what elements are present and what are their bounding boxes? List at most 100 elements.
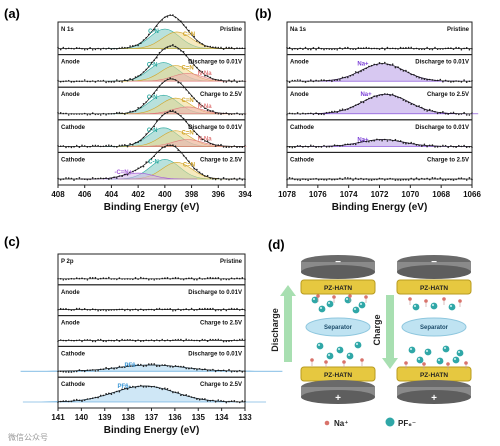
data-point <box>354 71 357 73</box>
pf6-ion <box>326 300 334 308</box>
data-point <box>121 338 123 341</box>
na-ion <box>446 362 450 366</box>
data-point <box>209 307 212 310</box>
data-point <box>91 340 94 343</box>
data-point <box>394 66 397 69</box>
data-point <box>399 46 402 49</box>
data-point <box>399 179 402 181</box>
data-point <box>150 363 153 365</box>
data-point <box>325 179 328 181</box>
data-point <box>142 386 145 388</box>
data-point <box>204 307 206 310</box>
x-tick-label: 134 <box>215 413 229 422</box>
condition-label: Discharge to 0.01V <box>415 125 469 131</box>
x-tick-label: 139 <box>98 413 112 422</box>
data-point <box>62 46 65 49</box>
peak-fill <box>296 63 469 82</box>
panel-a: (a) C-N C=N N 1s Pristine C-N C=N N-Na Anode Disc… <box>4 6 252 213</box>
data-point <box>434 46 436 49</box>
pf6-ion <box>448 303 456 311</box>
data-point <box>460 48 463 51</box>
discharge-label: Discharge <box>270 308 280 352</box>
data-point <box>236 179 238 181</box>
data-point <box>442 144 444 147</box>
pf6-ion-highlight <box>353 307 357 311</box>
condition-label: Discharge to 0.01V <box>188 290 242 296</box>
data-point <box>228 113 230 116</box>
data-point <box>310 79 312 81</box>
data-point <box>238 338 241 341</box>
data-point <box>129 78 131 80</box>
data-point <box>206 369 209 372</box>
data-point <box>312 47 315 49</box>
data-point <box>57 340 59 343</box>
data-point <box>67 177 70 179</box>
data-point <box>402 99 405 101</box>
data-point <box>118 390 121 393</box>
peak-fill <box>20 364 283 372</box>
spectrum-4: C-N C=N -C=N+- Cathode Charge to 2.5V <box>57 144 246 186</box>
condition-label: Discharge to 0.01V <box>188 351 242 357</box>
data-point <box>129 143 131 145</box>
data-point <box>447 113 450 115</box>
na-ion <box>408 297 412 301</box>
na-ion <box>342 360 346 364</box>
data-point <box>220 309 222 312</box>
data-point <box>81 340 83 343</box>
data-point <box>91 144 94 147</box>
data-point <box>365 46 368 49</box>
data-point <box>91 277 94 279</box>
data-point <box>299 79 302 81</box>
pf6-ion-highlight <box>317 343 321 347</box>
pf6-ion <box>412 303 420 311</box>
data-point <box>426 46 428 49</box>
data-point <box>134 386 137 389</box>
peak-label: Na+ <box>357 62 369 68</box>
data-point <box>421 145 423 147</box>
data-point <box>105 340 107 343</box>
data-point <box>75 398 78 401</box>
data-point <box>225 81 228 83</box>
data-point <box>161 338 163 341</box>
data-point <box>317 113 320 116</box>
spectrum-4: Cathode Charge to 2.5V <box>286 151 473 186</box>
electrode-label: Cathode <box>61 382 86 388</box>
data-point <box>166 277 169 279</box>
data-point <box>439 177 442 179</box>
data-point <box>75 370 78 373</box>
data-point <box>436 146 439 148</box>
data-point <box>169 308 171 310</box>
data-point <box>62 371 65 373</box>
data-point <box>70 146 73 149</box>
peak-label: C=N <box>182 66 194 72</box>
data-point <box>105 366 107 369</box>
ions-left <box>310 294 368 368</box>
peak-fill <box>22 385 267 403</box>
data-point <box>81 400 83 402</box>
data-point <box>397 179 399 181</box>
data-point <box>217 46 220 49</box>
data-point <box>206 109 209 112</box>
data-point <box>315 146 317 148</box>
data-point <box>166 388 169 390</box>
data-point <box>153 279 155 281</box>
condition-label: Charge to 2.5V <box>427 92 469 98</box>
data-point <box>89 276 91 279</box>
x-tick-label: 1070 <box>401 190 419 199</box>
electrode-label: Anode <box>61 290 80 296</box>
data-point <box>465 179 468 181</box>
pf6-ion-highlight <box>359 302 363 306</box>
data-point <box>317 179 320 181</box>
data-point <box>291 48 294 51</box>
data-point <box>193 278 195 281</box>
pf6-ion <box>326 352 334 360</box>
data-point <box>236 307 238 310</box>
peak-label: C=N <box>182 131 194 137</box>
data-point <box>62 279 65 281</box>
data-point <box>391 63 394 65</box>
data-point <box>169 109 171 112</box>
data-point <box>118 277 121 279</box>
data-point <box>83 79 86 81</box>
data-point <box>198 277 201 279</box>
spectrum-3: PF6- Cathode Discharge to 0.01V <box>20 345 283 378</box>
